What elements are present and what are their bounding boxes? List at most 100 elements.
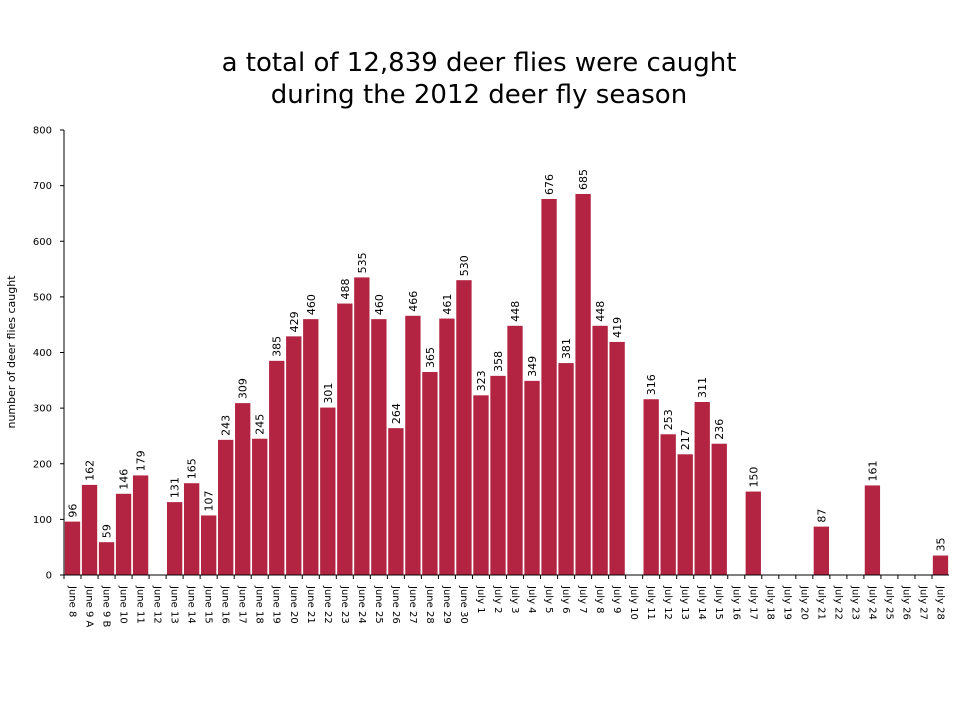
x-tick-label: June 30 [458, 585, 469, 624]
data-label: 488 [339, 279, 352, 300]
data-label: 150 [747, 467, 760, 488]
data-labels-group: 96 162 59 146 179 131 165 107 243 309 245 385 429 460… [67, 169, 948, 552]
data-label: 146 [118, 469, 131, 490]
data-label: 466 [407, 291, 420, 312]
x-tick-label: June 15 [203, 585, 214, 624]
x-tick-label: June 13 [169, 585, 180, 624]
x-tick-label: July 7 [577, 585, 588, 614]
y-tick-label: 200 [33, 459, 52, 470]
bar [422, 371, 438, 575]
y-tick-label: 400 [33, 348, 52, 359]
data-label: 131 [169, 477, 182, 498]
x-tick-label: July 14 [696, 585, 707, 620]
bars-group [64, 193, 949, 576]
bar [286, 336, 302, 575]
bar [490, 375, 506, 575]
data-label: 448 [594, 301, 607, 322]
bar [507, 325, 523, 575]
bar [269, 360, 285, 575]
bar [354, 277, 370, 575]
data-label: 236 [713, 419, 726, 440]
x-tick-label: July 10 [628, 585, 639, 620]
x-tick-label: June 29 [441, 585, 452, 624]
data-label: 59 [101, 524, 114, 538]
x-tick-label: June 23 [339, 585, 350, 624]
bar [541, 198, 557, 576]
y-axis-ticks: 0 100 200 300 400 500 600 700 800 [33, 126, 64, 582]
data-label: 530 [458, 255, 471, 276]
x-tick-label: June 20 [288, 585, 299, 624]
y-tick-label: 800 [33, 126, 52, 137]
x-tick-label: July 23 [849, 585, 860, 620]
data-label: 365 [424, 347, 437, 368]
y-tick-label: 0 [46, 571, 52, 582]
x-tick-label: July 3 [509, 585, 520, 614]
chart-title-line-1: a total of 12,839 deer flies were caught [222, 48, 737, 78]
bar [371, 319, 387, 576]
data-label: 535 [356, 252, 369, 273]
bar [405, 315, 421, 575]
bar [813, 526, 830, 575]
y-tick-label: 300 [33, 404, 52, 415]
x-tick-label: July 4 [526, 585, 537, 614]
bar [677, 454, 693, 575]
x-tick-label: June 11 [135, 585, 146, 624]
bar [592, 325, 608, 575]
bar [132, 475, 149, 575]
x-tick-label: June 26 [390, 585, 401, 624]
bar [932, 555, 949, 575]
data-label: 311 [696, 377, 709, 398]
chart-title-line-2: during the 2012 deer fly season [271, 80, 687, 110]
bar [337, 303, 353, 575]
bar [711, 443, 727, 575]
x-tick-label: July 13 [679, 585, 690, 620]
x-tick-label: July 2 [492, 585, 503, 614]
y-tick-label: 100 [33, 515, 52, 526]
bar [98, 542, 115, 575]
data-label: 87 [815, 509, 828, 523]
x-tick-label: June 28 [424, 585, 435, 624]
data-label: 96 [67, 504, 80, 518]
x-tick-label: July 16 [730, 585, 741, 620]
bar [745, 491, 761, 575]
data-label: 676 [543, 174, 556, 195]
y-tick-label: 500 [33, 292, 52, 303]
x-tick-label: June 27 [407, 585, 418, 624]
x-tick-label: June 21 [305, 585, 316, 624]
data-label: 419 [611, 317, 624, 338]
bar [81, 484, 98, 575]
data-label: 179 [135, 450, 148, 471]
bar [201, 515, 217, 575]
bar [473, 395, 489, 575]
y-axis-label: number of deer flies caught [5, 275, 18, 429]
x-tick-label: June 17 [237, 585, 248, 624]
x-tick-label: June 25 [373, 585, 384, 624]
x-tick-label: July 20 [798, 585, 809, 620]
x-tick-label: June 8 [67, 585, 78, 617]
x-tick-label: July 19 [781, 585, 792, 620]
bar [558, 363, 574, 575]
x-tick-label: July 22 [832, 585, 843, 620]
x-tick-label: July 27 [917, 585, 928, 620]
x-tick-label: July 12 [662, 585, 673, 620]
x-tick-label: June 9 A [84, 585, 95, 627]
x-tick-label: July 8 [594, 585, 605, 614]
bar [456, 280, 472, 575]
bar [183, 483, 200, 575]
x-tick-label: July 9 [611, 585, 622, 614]
data-label: 323 [475, 370, 488, 391]
data-label: 316 [645, 374, 658, 395]
x-tick-label: July 11 [645, 585, 656, 620]
bar [864, 485, 881, 575]
x-tick-label: July 26 [900, 585, 911, 620]
x-tick-label: June 14 [186, 585, 197, 624]
bar [694, 402, 710, 575]
x-tick-label: July 15 [713, 585, 724, 620]
bar [524, 380, 540, 575]
x-tick-label: July 1 [475, 585, 486, 614]
bar [115, 493, 132, 575]
data-label: 460 [305, 294, 318, 315]
bar [439, 318, 455, 575]
bar [64, 521, 81, 575]
